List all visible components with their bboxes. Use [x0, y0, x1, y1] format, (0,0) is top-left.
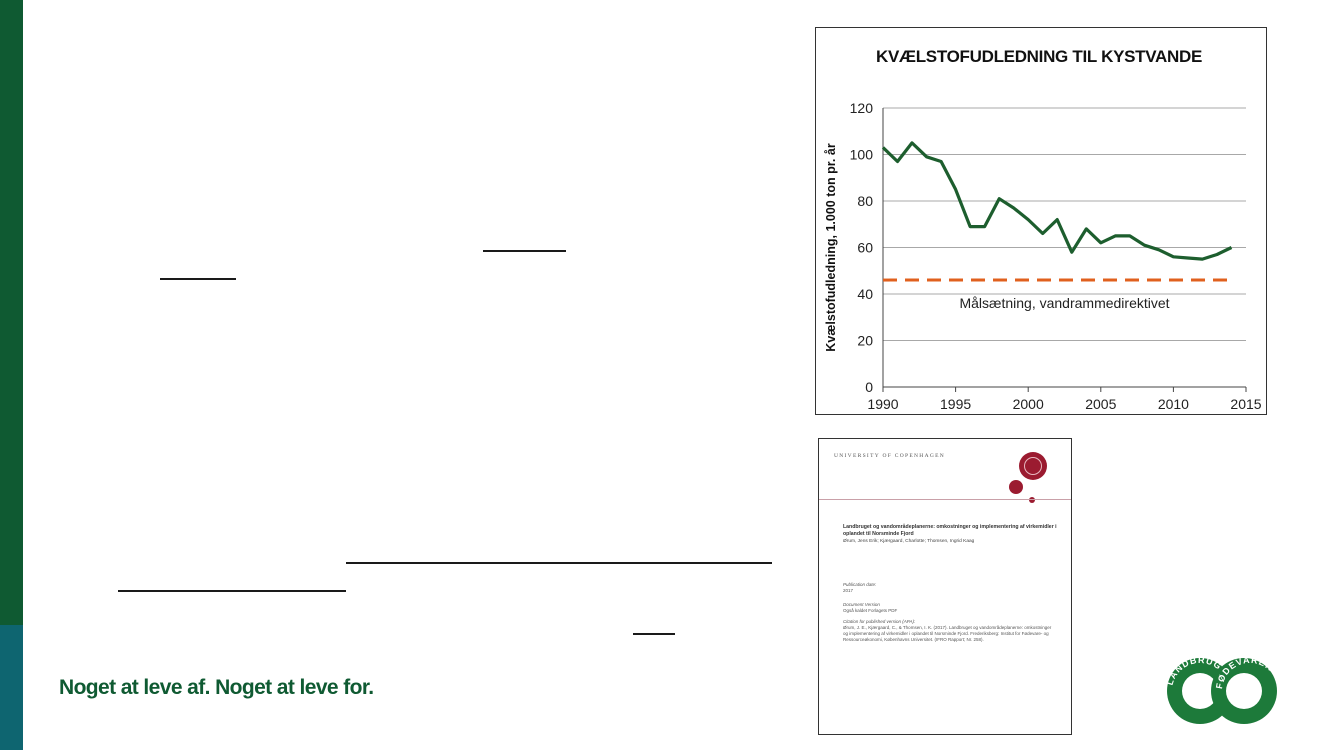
- pub-date-label: Publication date:: [843, 582, 877, 587]
- nitrogen-chart: KVÆLSTOFUDLEDNING TIL KYSTVANDE 0 20 40 60 8…: [815, 27, 1267, 415]
- x-tick-label: 2000: [1013, 396, 1044, 412]
- x-tick-label: 2010: [1158, 396, 1189, 412]
- citation-text: Ørum, J. E., Kjærgaard, C., & Thomsen, I…: [843, 624, 1052, 642]
- version-block: Document Version Også kaldet Forlagets P…: [843, 602, 1053, 614]
- y-axis-label: Kvælstofudledning, 1.000 ton pr. år: [824, 143, 838, 352]
- pub-date-value: 2017: [843, 587, 854, 593]
- y-tick-label: 60: [857, 240, 873, 256]
- chart-plot: 0 20 40 60 80 100 120 1990 1995 2000 2005 2010 2015 K…: [824, 100, 1262, 412]
- slogan: Noget at leve af. Noget at leve for.: [59, 676, 374, 699]
- version-value: Også kaldet Forlagets PDF: [843, 607, 898, 613]
- brand-sidebar-green: [0, 0, 23, 625]
- underline-link-4[interactable]: [118, 590, 346, 592]
- y-tick-label: 0: [865, 379, 873, 395]
- y-tick-label: 100: [850, 147, 874, 163]
- y-tick-label: 80: [857, 193, 873, 209]
- x-tick-label: 1990: [867, 396, 898, 412]
- chart-title: KVÆLSTOFUDLEDNING TIL KYSTVANDE: [876, 47, 1202, 66]
- x-tick-label: 1995: [940, 396, 971, 412]
- x-tick-label: 2005: [1085, 396, 1116, 412]
- target-label: Målsætning, vandrammedirektivet: [959, 295, 1169, 311]
- underline-link-1[interactable]: [483, 250, 566, 252]
- underline-link-2[interactable]: [160, 278, 236, 280]
- landbrug-foedevarer-logo: LANDBRUG FØDEVARER: [1165, 655, 1277, 724]
- decor-dot-icon: [1009, 480, 1023, 494]
- report-authors: Ørum, Jens Erik; Kjærgaard, Charlotte; T…: [843, 539, 975, 544]
- decor-dot-small-icon: [1029, 497, 1035, 503]
- y-tick-label: 120: [850, 100, 874, 116]
- report-title: Landbruget og vandområdeplanerne: omkost…: [843, 524, 1057, 537]
- report-thumbnail[interactable]: UNIVERSITY OF COPENHAGEN Landbruget og v…: [818, 438, 1072, 735]
- version-label: Document Version: [843, 602, 880, 607]
- y-tick-label: 40: [857, 286, 873, 302]
- pub-date-block: Publication date: 2017: [843, 582, 1053, 594]
- y-tick-label: 20: [857, 333, 873, 349]
- citation-label: Citation for published version (APA):: [843, 619, 916, 624]
- underline-link-5[interactable]: [633, 633, 675, 635]
- x-tick-label: 2015: [1230, 396, 1261, 412]
- university-seal-icon: [1019, 452, 1047, 480]
- citation-block: Citation for published version (APA): Ør…: [843, 619, 1053, 642]
- doc-divider: [819, 499, 1071, 500]
- underline-link-3[interactable]: [346, 562, 772, 564]
- brand-sidebar-teal: [0, 625, 23, 750]
- university-name: UNIVERSITY OF COPENHAGEN: [834, 453, 946, 459]
